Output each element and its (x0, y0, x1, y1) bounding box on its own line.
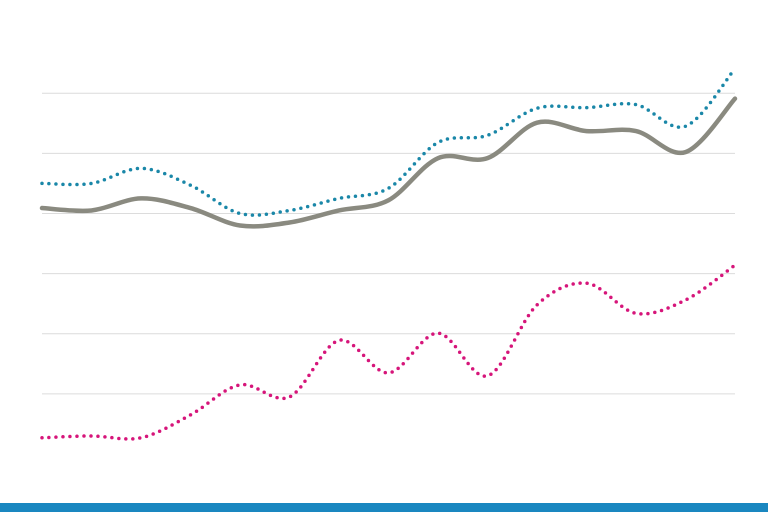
data-line (39, 96, 738, 229)
footer-bar (0, 503, 768, 512)
data-line (40, 263, 737, 441)
data-line (40, 66, 737, 217)
